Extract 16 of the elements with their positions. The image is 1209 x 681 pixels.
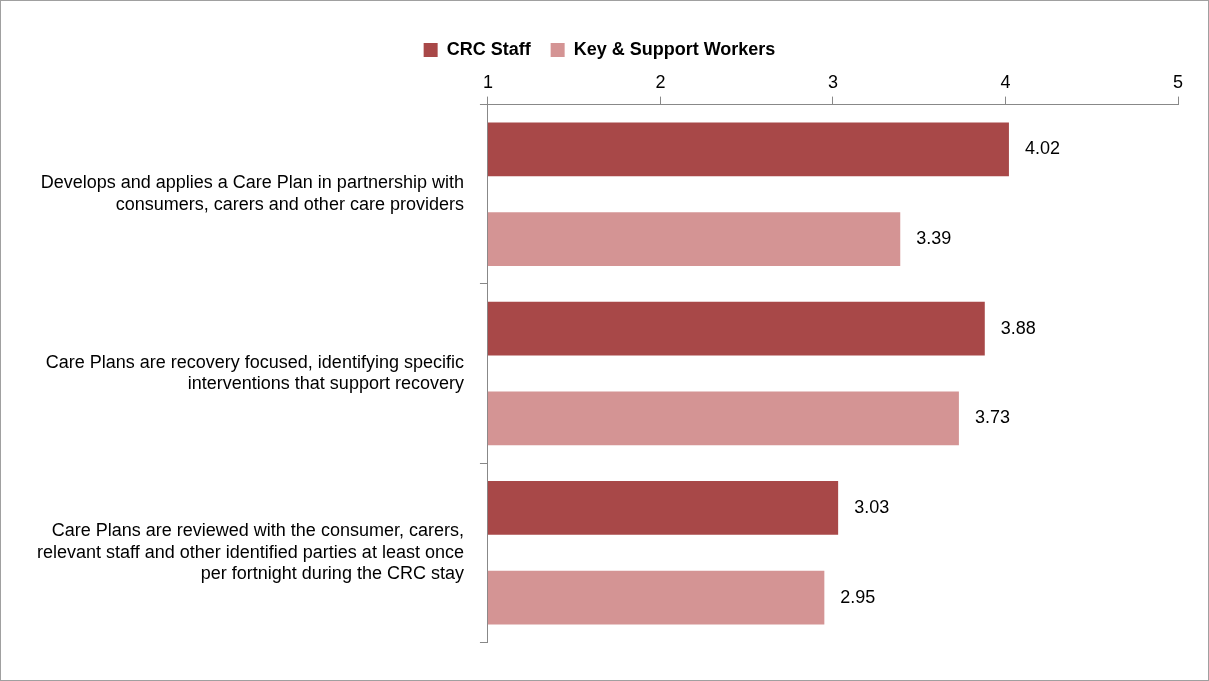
x-tick-label: 3 xyxy=(827,71,838,92)
data-label: 3.73 xyxy=(974,407,1010,428)
data-label: 3.03 xyxy=(854,496,890,517)
data-label: 3.39 xyxy=(916,228,952,249)
x-tick-label: 5 xyxy=(1172,71,1184,92)
x-tick-label: 2 xyxy=(655,71,666,92)
y-tick-label: Care Plans are recovery focused, identifying specific interventions that support recovery xyxy=(45,351,464,394)
x-tick-label: 1 xyxy=(482,71,493,92)
x-tick-label: 4 xyxy=(1000,71,1011,92)
data-label: 4.02 xyxy=(1024,138,1060,159)
y-tick-label: Develops and applies a Care Plan in partnership with consumers, carers and other care providers xyxy=(40,172,464,214)
legend-label: Key & Support Workers xyxy=(573,38,776,59)
data-label: 2.95 xyxy=(840,586,876,607)
legend-label: CRC Staff xyxy=(446,38,532,59)
data-label: 3.88 xyxy=(1000,317,1036,338)
y-tick-label: Care Plans are reviewed with the consumer, carers, relevant staff and other identified parties at least once per fortnight during the CRC stay xyxy=(37,520,464,584)
